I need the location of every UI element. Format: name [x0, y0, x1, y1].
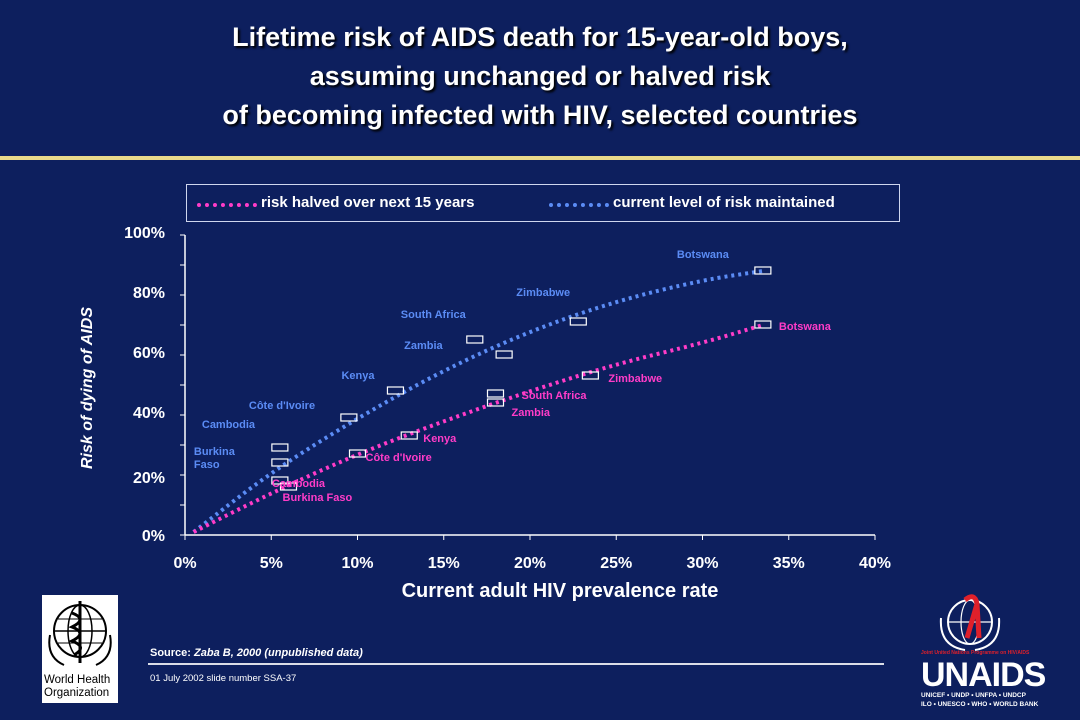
legend-label-current: current level of risk maintained [613, 194, 835, 211]
y-tick-label: 60% [133, 345, 165, 362]
data-label-halved: Zimbabwe [608, 373, 662, 385]
x-tick-label: 0% [173, 555, 196, 572]
legend-swatch-halved [197, 203, 257, 207]
data-point-halved [754, 320, 772, 329]
data-label-halved: Cambodia [272, 478, 326, 490]
y-tick-label: 40% [133, 405, 165, 422]
data-label-current: Côte d'Ivoire [249, 400, 315, 412]
data-point-halved [400, 431, 418, 440]
y-tick-label: 20% [133, 470, 165, 487]
data-label-current: Zambia [404, 340, 443, 352]
x-tick-label: 10% [341, 555, 373, 572]
data-point-current [569, 317, 587, 326]
y-tick-label: 100% [124, 225, 165, 242]
who-caption-line-1: World Health [44, 674, 111, 686]
who-caption-line-2: Organization [44, 687, 110, 699]
slide-title: Lifetime risk of AIDS death for 15-year-… [0, 18, 1080, 135]
data-point-current [754, 266, 772, 275]
title-line-2: assuming unchanged or halved risk [309, 61, 771, 91]
who-emblem-icon [48, 601, 112, 666]
data-point-current [466, 335, 484, 344]
legend-label-halved: risk halved over next 15 years [261, 194, 475, 211]
unaids-wordmark: UNAIDS [921, 656, 1046, 694]
data-point-current [271, 443, 289, 452]
data-label-current: Burkina Faso [194, 446, 236, 471]
chart-legend: risk halved over next 15 years current l… [186, 184, 900, 222]
data-point-halved [348, 449, 367, 458]
data-point-current [495, 350, 513, 359]
data-point-halved [279, 482, 298, 491]
data-label-current: Botswana [677, 249, 730, 261]
x-tick-label: 5% [260, 555, 283, 572]
data-point-current [386, 386, 405, 395]
x-axis-label: Current adult HIV prevalence rate [401, 580, 719, 602]
x-tick-label: 40% [859, 555, 891, 572]
x-tick-label: 20% [514, 555, 546, 572]
footer-divider [148, 663, 884, 665]
data-label-current: Zimbabwe [516, 287, 570, 299]
slide-number: 01 July 2002 slide number SSA-37 [150, 673, 297, 684]
x-tick-label: 35% [773, 555, 805, 572]
x-tick-label: 25% [600, 555, 632, 572]
data-label-halved: South Africa [522, 390, 588, 402]
data-point-halved [486, 398, 505, 407]
y-tick-label: 0% [142, 528, 165, 545]
data-point-halved [581, 371, 599, 380]
who-logo: World Health Organization [42, 595, 118, 703]
x-tick-label: 15% [428, 555, 460, 572]
data-label-current: South Africa [401, 309, 467, 321]
source-label: Source: [150, 647, 191, 659]
y-tick-label: 80% [133, 285, 165, 302]
unaids-logo: Joint United Nations Programme on HIV/AI… [915, 588, 1065, 714]
data-label-current: Cambodia [202, 419, 256, 431]
data-label-halved: Côte d'Ivoire [366, 452, 432, 464]
x-tick-label: 30% [686, 555, 718, 572]
data-label-current: Kenya [341, 370, 375, 382]
data-label-halved: Botswana [779, 321, 832, 333]
y-axis-label: Risk of dying of AIDS [79, 306, 96, 470]
unaids-sub-2: ILO • UNESCO • WHO • WORLD BANK [921, 701, 1039, 708]
series-curve-halved [192, 323, 764, 534]
data-point-halved [271, 476, 289, 485]
legend-swatch-current [549, 203, 609, 207]
unaids-sub-1: UNICEF • UNDP • UNFPA • UNDCP [921, 692, 1026, 699]
unaids-emblem-icon [939, 594, 1001, 651]
data-point-halved [486, 389, 505, 398]
source-text: Zaba B, 2000 (unpublished data) [194, 647, 363, 659]
data-label-halved: Zambia [512, 407, 551, 419]
title-line-3: of becoming infected with HIV, selected … [222, 100, 858, 130]
series-curve-current [192, 269, 764, 534]
data-point-current [271, 458, 289, 467]
data-label-halved: Burkina Faso [283, 492, 353, 504]
title-divider [0, 156, 1080, 160]
who-caption: World Health Organization [44, 674, 110, 700]
data-point-current [340, 413, 358, 422]
data-label-halved: Kenya [423, 433, 457, 445]
title-line-1: Lifetime risk of AIDS death for 15-year-… [232, 22, 848, 52]
source-note: Source: Zaba B, 2000 (unpublished data) [150, 647, 363, 659]
unaids-top-text: Joint United Nations Programme on HIV/AI… [921, 650, 1030, 656]
